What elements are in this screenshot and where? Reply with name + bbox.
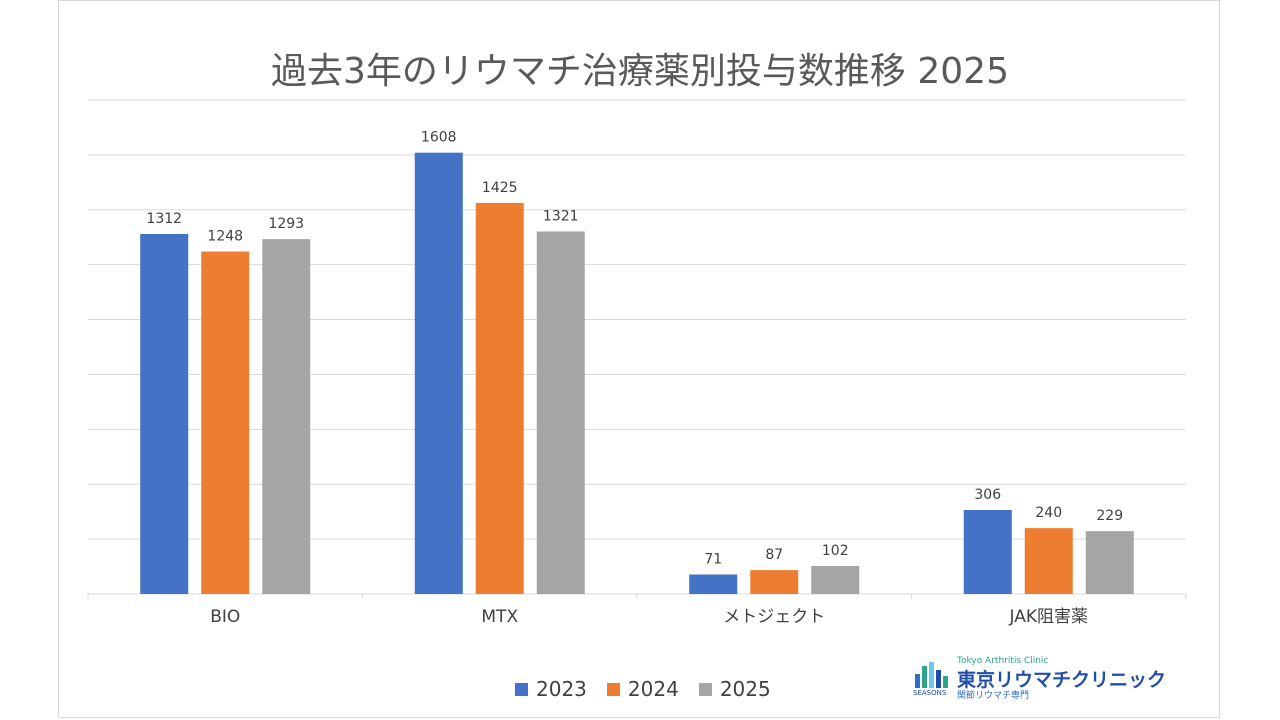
legend-swatch — [515, 682, 528, 696]
data-label: 229 — [1096, 508, 1123, 524]
legend-item: 2025 — [698, 677, 771, 701]
logo-mark: SEASONS — [913, 689, 947, 697]
data-label: 1608 — [421, 130, 457, 146]
data-label: 1321 — [543, 208, 579, 224]
bar-2024 — [475, 202, 524, 594]
logo-subtitle: 関節リウマチ専門 — [957, 691, 1030, 701]
legend-label: 2023 — [536, 677, 587, 701]
bar-2023 — [140, 233, 189, 594]
data-label: 1248 — [207, 228, 243, 244]
data-label: 306 — [974, 487, 1001, 503]
category-label: JAK阻害薬 — [1009, 607, 1089, 627]
logo-name: 東京リウマチクリニック — [957, 669, 1167, 691]
logo-english: Tokyo Arthritis Clinic — [957, 656, 1049, 666]
bar-2025 — [262, 239, 311, 595]
data-label: 1425 — [482, 180, 518, 196]
data-label: 1312 — [146, 211, 182, 227]
bar-2025 — [1085, 531, 1134, 594]
bar-2024 — [201, 251, 250, 594]
clinic-logo: SEASONS Tokyo Arthritis Clinic 東京リウマチクリニ… — [913, 656, 1173, 702]
bar-2025 — [536, 231, 585, 594]
legend: 2023 2024 2025 — [515, 677, 771, 701]
bar-2023 — [414, 152, 463, 594]
data-label: 1293 — [268, 216, 304, 232]
chart-frame — [58, 0, 1220, 718]
bar-2024 — [1024, 528, 1073, 594]
bar-2023 — [689, 574, 738, 594]
legend-item: 2023 — [515, 677, 587, 701]
chart-title: 過去3年のリウマチ治療薬別投与数推移 2025 — [271, 51, 1009, 92]
bar-2024 — [750, 570, 799, 594]
category-label: BIO — [210, 607, 240, 627]
legend-swatch — [698, 682, 712, 696]
bar-2025 — [811, 566, 860, 594]
data-label: 71 — [704, 552, 722, 568]
data-label: 240 — [1035, 505, 1062, 521]
data-label: 87 — [765, 547, 783, 563]
legend-label: 2025 — [719, 677, 771, 701]
legend-swatch — [606, 682, 620, 696]
legend-label: 2024 — [627, 677, 679, 701]
logo-bars-icon — [915, 662, 948, 688]
data-label: 102 — [822, 543, 849, 559]
category-label: メトジェクト — [723, 607, 825, 627]
category-label: MTX — [481, 607, 518, 627]
legend-item: 2024 — [606, 677, 679, 701]
bar-2023 — [963, 510, 1012, 594]
